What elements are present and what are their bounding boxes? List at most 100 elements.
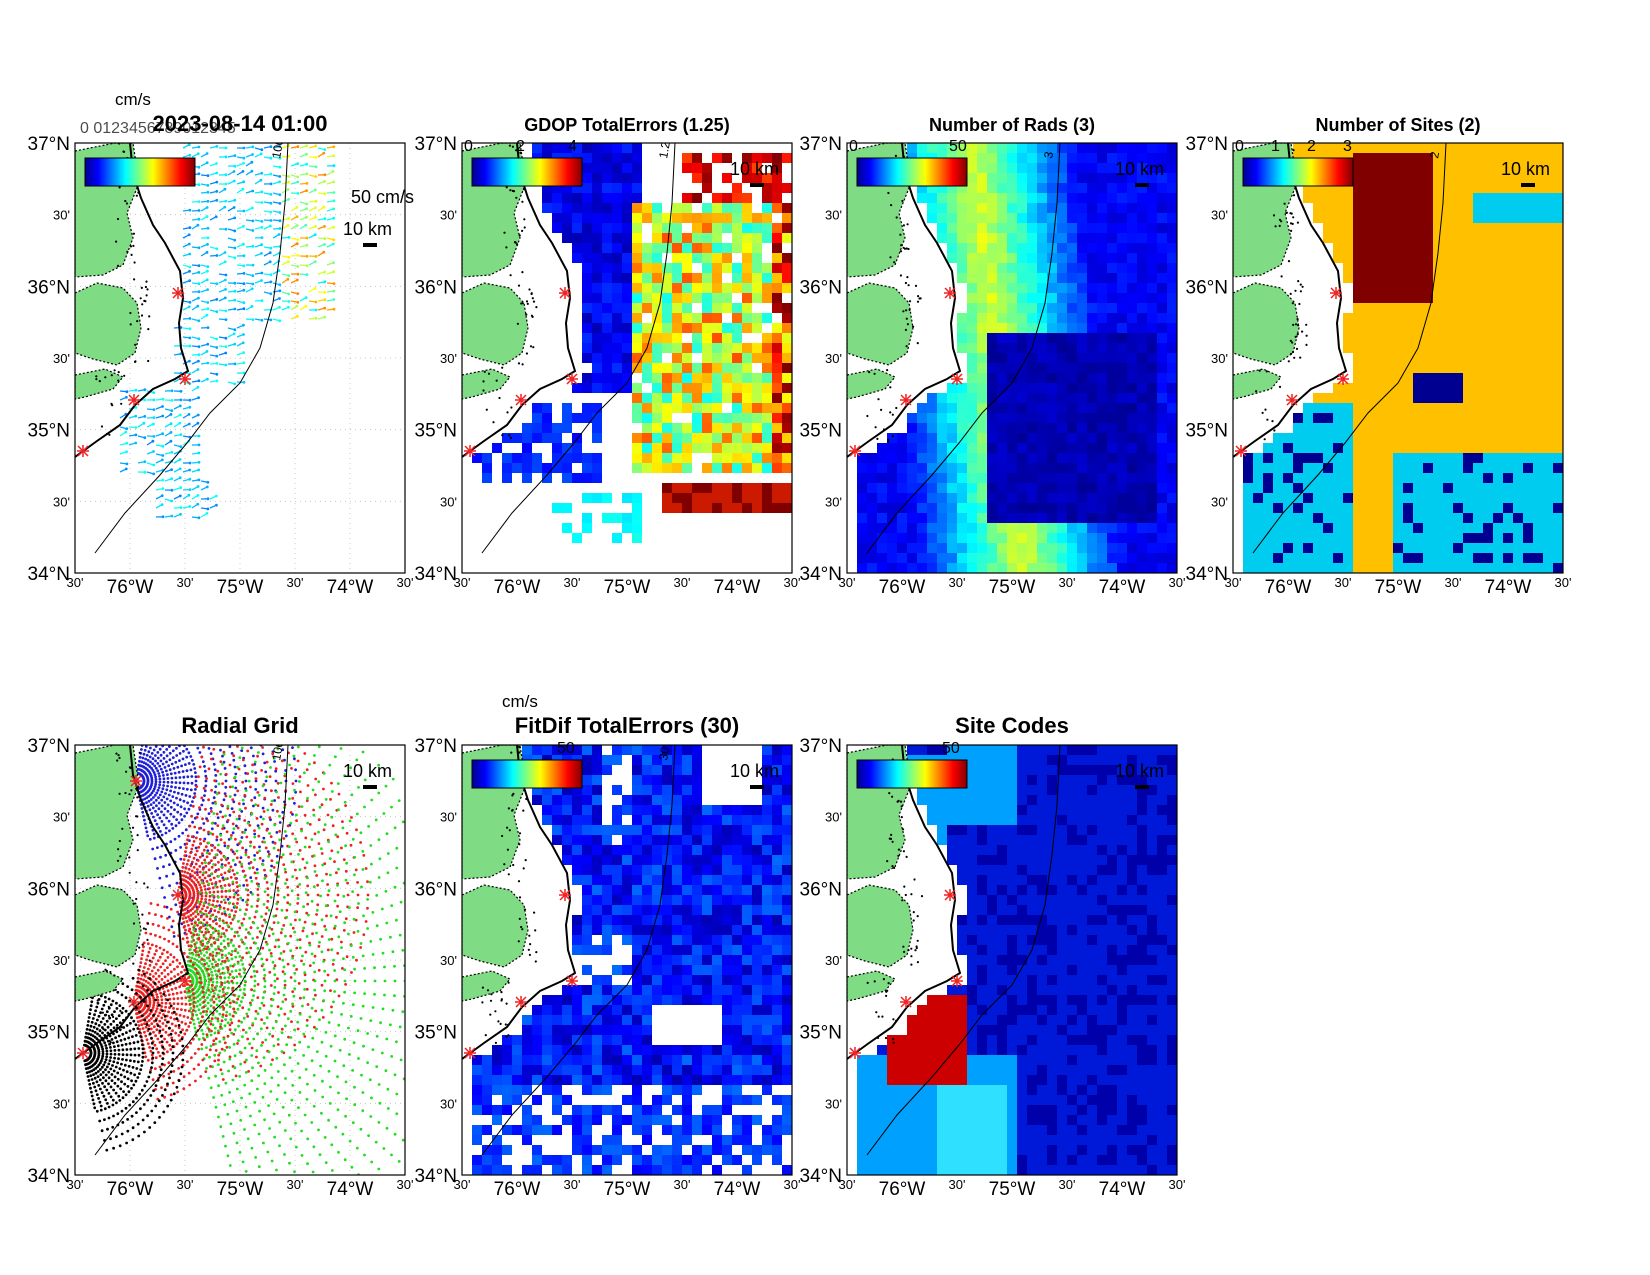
axes: 37°N30'36°N30'35°N30'34°N30' 76°W 30' 75°W 3… <box>415 134 801 598</box>
lon-tick-label: 30' <box>564 575 581 590</box>
lat-tick-label: 30' <box>440 494 457 509</box>
lat-tick-label: 35°N <box>415 421 457 442</box>
colorbar: 50 <box>856 740 968 789</box>
contour-label: 2 <box>1427 150 1442 159</box>
panel-title: Site Codes <box>955 713 1069 738</box>
lon-tick-label: 75°W <box>604 577 651 598</box>
colorbar-tick-label: 2 <box>516 138 525 155</box>
lat-tick-label: 34°N <box>415 1166 457 1187</box>
lon-tick-label: 30' <box>784 575 801 590</box>
site-marker <box>566 975 578 987</box>
heatmap-cells <box>1243 143 1563 573</box>
lon-tick-label: 75°W <box>989 577 1036 598</box>
colorbar: 0 2 4 <box>464 138 583 187</box>
lon-tick-label: 30' <box>1555 575 1572 590</box>
site-marker <box>77 445 89 457</box>
coastline <box>847 143 962 458</box>
colorbar: 50 cm/s <box>471 692 583 789</box>
lat-tick-label: 36°N <box>800 879 842 900</box>
lat-tick-label: 30' <box>53 208 70 223</box>
site-marker <box>1235 445 1247 457</box>
scale-bar-label: 10 km <box>343 761 392 781</box>
lat-tick-label: 35°N <box>1186 421 1228 442</box>
panel-title: Number of Sites (2) <box>1315 115 1480 135</box>
site-marker <box>515 996 527 1008</box>
lat-tick-label: 34°N <box>800 564 842 585</box>
axes: 37°N30'36°N30'35°N30'34°N30' 76°W 30' 75°W 3… <box>800 134 1186 598</box>
lat-tick-label: 30' <box>825 810 842 825</box>
lat-tick-label: 30' <box>825 351 842 366</box>
colorbar-tick-label: 50 <box>557 740 575 757</box>
site-marker <box>130 775 142 787</box>
lon-tick-label: 30' <box>1445 575 1462 590</box>
colorbar-tick-label: 50 <box>942 740 960 757</box>
site-marker <box>944 287 956 299</box>
lon-tick-label: 30' <box>1335 575 1352 590</box>
lat-tick-label: 35°N <box>28 1023 70 1044</box>
lon-tick-label: 30' <box>67 1177 84 1192</box>
radial-grid-points <box>83 745 405 1175</box>
lat-tick-label: 36°N <box>1186 277 1228 298</box>
lat-tick-label: 37°N <box>800 736 842 757</box>
site-marker <box>464 1047 476 1059</box>
site-marker <box>128 394 140 406</box>
scale-bar-label: 10 km <box>343 219 392 239</box>
lon-tick-label: 74°W <box>1485 577 1532 598</box>
axes: 37°N30'36°N30'35°N30'34°N30' 76°W 30' 75°W 3… <box>28 736 414 1200</box>
site-marker <box>172 889 184 901</box>
lon-tick-label: 30' <box>564 1177 581 1192</box>
panel-frame <box>846 142 1178 574</box>
scale-bar-label: 10 km <box>1115 159 1164 179</box>
lat-tick-label: 30' <box>440 810 457 825</box>
panel-title: GDOP TotalErrors (1.25) <box>524 115 729 135</box>
isobath-contour <box>866 143 1061 554</box>
lon-tick-label: 75°W <box>217 1179 264 1200</box>
lat-tick-label: 30' <box>825 494 842 509</box>
site-marker <box>515 394 527 406</box>
colorbar: cm/s <box>84 90 196 187</box>
lon-tick-label: 30' <box>454 575 471 590</box>
lon-tick-label: 75°W <box>1375 577 1422 598</box>
lat-tick-label: 37°N <box>1186 134 1228 155</box>
coastline <box>847 745 962 1060</box>
colorbar-unit-label: cm/s <box>115 90 151 109</box>
panel-frame <box>74 744 406 1176</box>
lat-tick-label: 30' <box>825 1096 842 1111</box>
colorbar: 0 1 2 3 <box>1235 138 1354 187</box>
lon-tick-label: 30' <box>67 575 84 590</box>
axes: 37°N30'36°N30'35°N30'34°N30' 76°W 30' 75°W 3… <box>415 736 801 1200</box>
isobath-contour <box>94 143 289 554</box>
axes: 37°N30'36°N30'35°N30'34°N30' 76°W 30' 75°W 3… <box>1186 134 1572 598</box>
scale-bar: 10 km <box>343 219 392 247</box>
lon-tick-label: 30' <box>674 575 691 590</box>
lon-tick-label: 30' <box>784 1177 801 1192</box>
lon-tick-label: 30' <box>1059 575 1076 590</box>
lon-tick-label: 30' <box>949 575 966 590</box>
site-marker <box>900 394 912 406</box>
coastline <box>462 745 577 1060</box>
lat-tick-label: 34°N <box>28 1166 70 1187</box>
lat-tick-label: 30' <box>53 1096 70 1111</box>
lat-tick-label: 36°N <box>415 879 457 900</box>
site-marker <box>944 889 956 901</box>
site-marker <box>849 1047 861 1059</box>
scale-bar: 10 km <box>1115 159 1164 187</box>
lat-tick-label: 36°N <box>415 277 457 298</box>
lon-tick-label: 74°W <box>714 1179 761 1200</box>
panel-frame <box>461 744 793 1176</box>
isobath-contour <box>866 745 1061 1156</box>
scale-bar-label: 10 km <box>730 761 779 781</box>
lat-tick-label: 35°N <box>800 421 842 442</box>
lon-tick-label: 75°W <box>989 1179 1036 1200</box>
lon-tick-label: 30' <box>674 1177 691 1192</box>
site-marker <box>179 373 191 385</box>
panel-title: 2023-08-14 01:00 <box>153 111 328 136</box>
site-marker <box>1337 373 1349 385</box>
isobath-contour <box>481 143 676 554</box>
isobath-contour <box>1252 143 1447 554</box>
contour-label: 100 <box>269 739 286 761</box>
coastline <box>75 745 190 1060</box>
site-marker <box>559 287 571 299</box>
